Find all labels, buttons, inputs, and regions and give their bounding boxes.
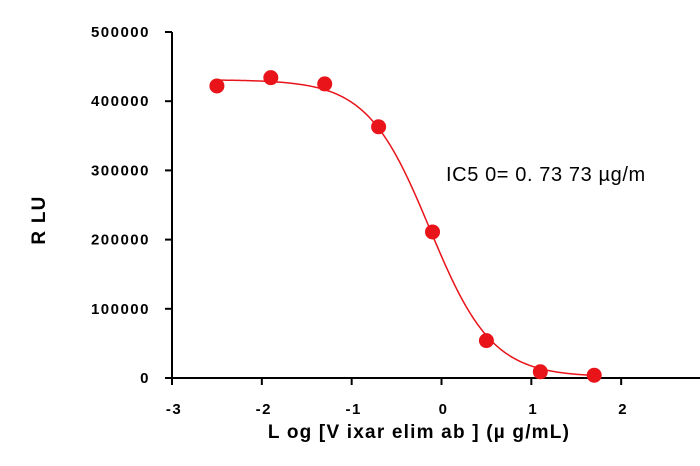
- y-axis-label: R LU: [29, 195, 50, 244]
- x-axis-ticks: -3 -2 -1 0 1 2: [166, 378, 628, 418]
- data-points: [209, 70, 602, 383]
- axes: [171, 32, 700, 379]
- y-tick-label: 0: [140, 370, 150, 387]
- x-tick-label: -2: [256, 401, 272, 418]
- data-point: [586, 367, 602, 383]
- x-axis-label: L og [V ixar elim ab ] (µ g/mL): [268, 422, 570, 443]
- y-tick-label: 300000: [91, 162, 150, 179]
- y-tick-label: 500000: [91, 24, 150, 41]
- data-point: [532, 364, 548, 380]
- y-axis-ticks: 0 100000 200000 300000 400000 500000: [91, 24, 172, 387]
- x-tick-label: 0: [439, 401, 449, 418]
- data-point: [425, 224, 441, 240]
- x-tick-label: 1: [528, 401, 538, 418]
- y-tick-label: 200000: [91, 232, 150, 249]
- fit-curve: [216, 79, 595, 377]
- data-point: [317, 76, 333, 92]
- data-point: [209, 78, 225, 94]
- x-tick-label: 2: [618, 401, 628, 418]
- x-tick-label: -3: [166, 401, 182, 418]
- y-tick-label: 100000: [91, 301, 150, 318]
- y-tick-label: 400000: [91, 93, 150, 110]
- data-point: [263, 70, 279, 86]
- data-point: [478, 333, 494, 349]
- ic50-annotation: IC5 0= 0. 73 73 µg/m: [446, 164, 646, 186]
- x-tick-label: -1: [345, 401, 361, 418]
- data-point: [371, 119, 387, 135]
